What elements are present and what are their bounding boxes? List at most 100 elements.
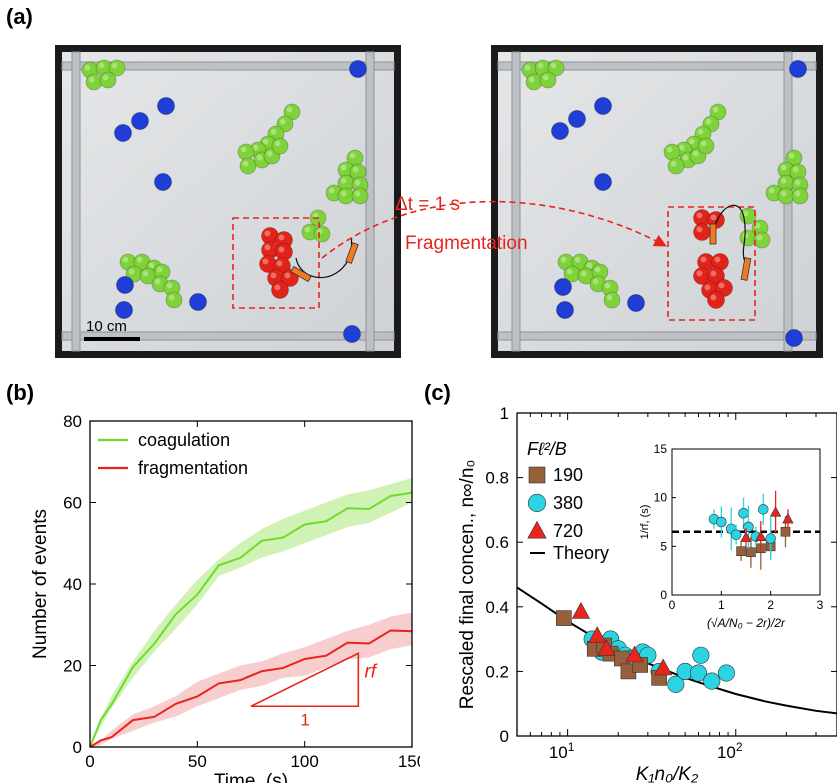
green-particle-highlight (692, 150, 699, 157)
red-particle-highlight (696, 226, 703, 233)
green-particle (85, 73, 103, 91)
inset-x-tick-label: 3 (817, 598, 824, 612)
inset-point-380 (758, 504, 769, 515)
green-particle (271, 137, 289, 155)
green-particle (547, 59, 565, 77)
x-tick-label: 0 (85, 752, 94, 771)
green-particle (165, 291, 183, 309)
robot-arm-icon (709, 223, 717, 245)
green-particle-highlight (712, 106, 719, 113)
green-particle (697, 137, 715, 155)
green-particle-highlight (580, 270, 587, 277)
green-particle-highlight (166, 282, 173, 289)
red-particle-highlight (710, 214, 717, 221)
robot-arm-icon (290, 265, 312, 283)
green-particle-highlight (560, 256, 567, 263)
legend-marker-190 (528, 466, 546, 484)
inset-point-190 (746, 547, 756, 557)
green-particle-highlight (240, 146, 247, 153)
green-particle-highlight (340, 177, 347, 184)
red-particle-highlight (718, 282, 725, 289)
green-particle-highlight (537, 62, 544, 69)
blue-particle (627, 294, 645, 312)
green-particle-highlight (168, 294, 175, 301)
green-particle-highlight (594, 266, 601, 273)
green-particle-highlight (768, 187, 775, 194)
inset-point-190 (780, 526, 791, 537)
blue-particle (157, 97, 175, 115)
data-point-720 (654, 658, 673, 676)
fragmentation-box-after (667, 206, 756, 321)
red-particle-highlight (274, 284, 281, 291)
y-axis-label: Number of events (30, 509, 51, 659)
green-particle-highlight (670, 160, 677, 167)
red-particle-highlight (700, 256, 707, 263)
inset-point-380 (730, 529, 742, 540)
blue-particle (189, 293, 207, 311)
green-particle (99, 71, 117, 89)
green-particle-highlight (354, 179, 361, 186)
green-particle-highlight (274, 140, 281, 147)
inset-y-tick-label: 5 (660, 539, 667, 553)
green-particle-highlight (128, 268, 135, 275)
x-tick-exponent: 2 (736, 740, 743, 754)
red-particle-highlight (696, 270, 703, 277)
slope-label: rf (364, 662, 377, 683)
blue-particle (114, 124, 132, 142)
green-particle-highlight (606, 294, 613, 301)
inset-x-axis-label: (√A/N₀ − 2r)/2r (707, 616, 786, 630)
robot-arm-icon (740, 257, 752, 281)
transition-arrow (321, 200, 667, 259)
inset-y-tick-label: 0 (660, 588, 667, 602)
inset-x-tick-label: 1 (718, 598, 725, 612)
inset-x-tick-label: 2 (767, 598, 774, 612)
red-particle-highlight (704, 284, 711, 291)
green-particle-highlight (354, 190, 361, 197)
panel-label-b: (b) (6, 380, 35, 405)
y-tick-label: 0.6 (485, 533, 509, 552)
inset-y-tick-label: 15 (654, 442, 668, 456)
green-particle-highlight (792, 166, 799, 173)
green-particle-highlight (242, 160, 249, 167)
green-particle-highlight (84, 64, 91, 71)
green-particle-highlight (780, 164, 787, 171)
green-particle (753, 231, 771, 249)
inset-y-tick-label: 10 (654, 491, 668, 505)
red-particle (693, 223, 711, 241)
x-tick-label: 101 (549, 740, 575, 762)
red-particle-highlight (710, 270, 717, 277)
y-tick-label: 0.2 (485, 662, 509, 681)
green-particle-highlight (349, 152, 356, 159)
inset-y-axis-label: 1/rf, (s) (639, 505, 651, 540)
red-particle-highlight (284, 272, 291, 279)
blue-particle (551, 122, 569, 140)
red-particle-highlight (270, 272, 277, 279)
legend-label-fragmentation: fragmentation (138, 458, 248, 478)
inset-point-380 (743, 521, 754, 533)
y-tick-label: 80 (63, 412, 82, 431)
green-particle-highlight (666, 146, 673, 153)
green-particle-highlight (270, 128, 277, 135)
green-particle-highlight (88, 76, 95, 83)
green-particle-highlight (304, 226, 311, 233)
legend-label-720: 720 (553, 521, 583, 541)
green-particle (603, 291, 621, 309)
green-particle-highlight (312, 212, 319, 219)
x-tick-label: 50 (188, 752, 207, 771)
green-particle-highlight (340, 164, 347, 171)
red-particle-highlight (696, 212, 703, 219)
green-particle-highlight (122, 256, 129, 263)
inset-point-190 (736, 546, 746, 556)
data-point-380 (667, 675, 685, 693)
legend-label-380: 380 (553, 493, 583, 513)
blue-particle (594, 97, 612, 115)
data-point-380 (692, 646, 710, 664)
y-tick-label: 0 (500, 727, 509, 746)
red-particle (271, 281, 289, 299)
photo-after (491, 45, 823, 358)
y-tick-label: 0.8 (485, 469, 509, 488)
series-line-fragmentation (89, 629, 413, 748)
green-particle-highlight (550, 62, 557, 69)
scale-bar-label: 10 cm (86, 318, 127, 335)
green-particle-highlight (328, 187, 335, 194)
